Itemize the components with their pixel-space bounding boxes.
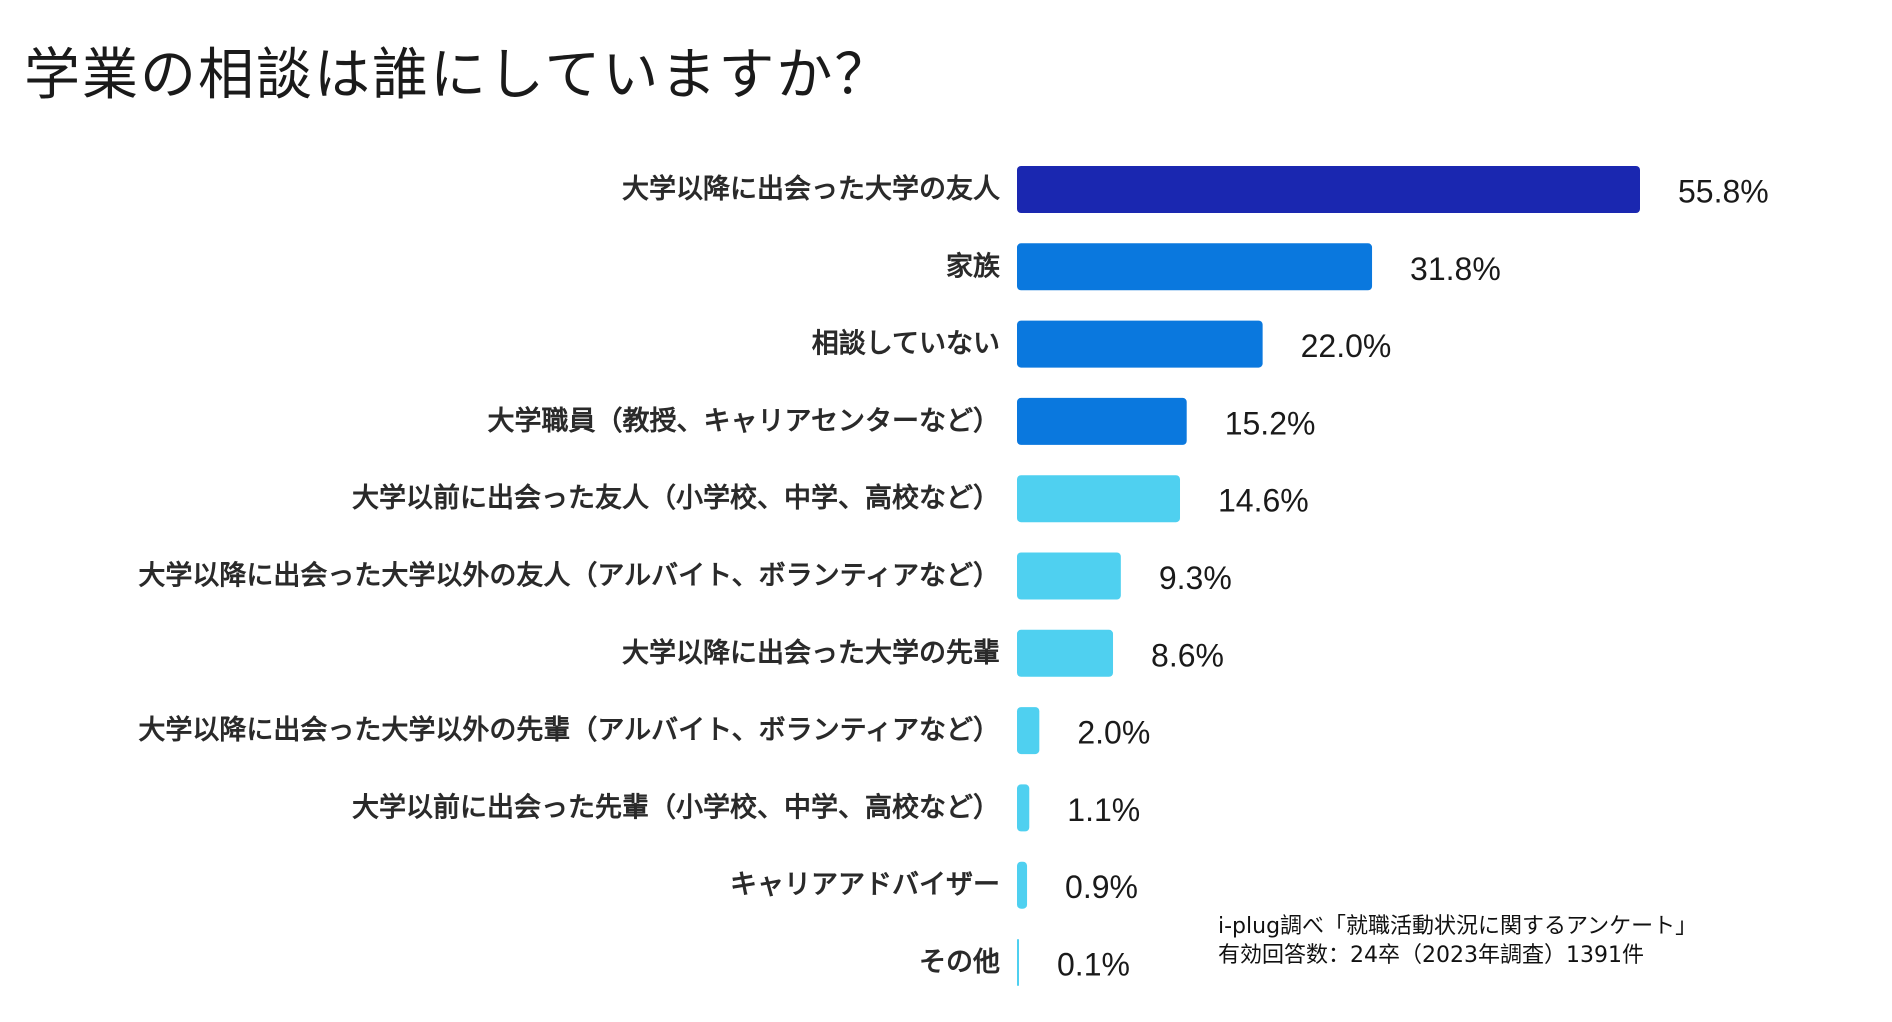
value-label-10: 0.9% xyxy=(1065,869,1138,905)
bar-4 xyxy=(1017,397,1187,445)
value-label-4: 15.2% xyxy=(1225,405,1316,441)
bar-10 xyxy=(1017,861,1028,909)
value-label-8: 2.0% xyxy=(1077,715,1150,751)
bar-1 xyxy=(1017,166,1640,213)
category-label-7: 大学以降に出会った大学の先輩 xyxy=(622,637,1000,669)
value-label-1: 55.8% xyxy=(1678,174,1769,210)
chart-title: 学業の相談は誰にしていますか？ xyxy=(24,43,893,108)
category-label-11: その他 xyxy=(919,947,1000,978)
value-label-7: 8.6% xyxy=(1151,637,1224,673)
source-line-2: 有効回答数：24卒（2023年調査）1391件 xyxy=(1218,943,1644,968)
category-label-10: キャリアアドバイザー xyxy=(730,870,1000,901)
category-label-8: 大学以降に出会った大学以外の先輩（アルバイト、ボランティアなど） xyxy=(138,714,1000,746)
bar-2 xyxy=(1017,243,1373,291)
bar-3 xyxy=(1017,320,1263,368)
bar-6 xyxy=(1017,552,1121,600)
bar-7 xyxy=(1017,629,1114,677)
category-label-2: 家族 xyxy=(946,250,1001,282)
category-label-6: 大学以降に出会った大学以外の友人（アルバイト、ボランティアなど） xyxy=(138,560,1000,592)
value-label-2: 31.8% xyxy=(1410,251,1501,287)
category-label-5: 大学以前に出会った友人（小学校、中学、高校など） xyxy=(352,482,1000,514)
value-label-6: 9.3% xyxy=(1159,560,1232,596)
source-note: i-plug調べ「就職活動状況に関するアンケート」 有効回答数：24卒（2023… xyxy=(1218,912,1697,970)
category-label-4: 大学職員（教授、キャリアセンターなど） xyxy=(488,405,1000,437)
value-label-3: 22.0% xyxy=(1301,328,1392,364)
category-label-1: 大学以降に出会った大学の友人 xyxy=(622,173,1000,205)
bar-5 xyxy=(1017,475,1181,523)
bar-8 xyxy=(1017,707,1040,755)
value-label-9: 1.1% xyxy=(1067,792,1140,828)
source-line-1: i-plug調べ「就職活動状況に関するアンケート」 xyxy=(1218,914,1698,939)
category-label-9: 大学以前に出会った先輩（小学校、中学、高校など） xyxy=(352,791,1000,823)
category-label-3: 相談していない xyxy=(812,328,1000,360)
value-label-5: 14.6% xyxy=(1218,483,1309,519)
bar-11 xyxy=(1017,939,1019,986)
value-label-11: 0.1% xyxy=(1057,947,1130,983)
bar-9 xyxy=(1017,784,1030,832)
